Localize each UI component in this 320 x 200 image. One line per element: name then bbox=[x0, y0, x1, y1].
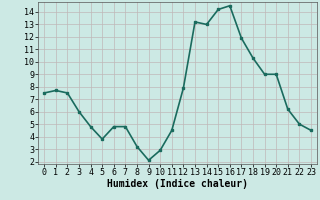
X-axis label: Humidex (Indice chaleur): Humidex (Indice chaleur) bbox=[107, 179, 248, 189]
